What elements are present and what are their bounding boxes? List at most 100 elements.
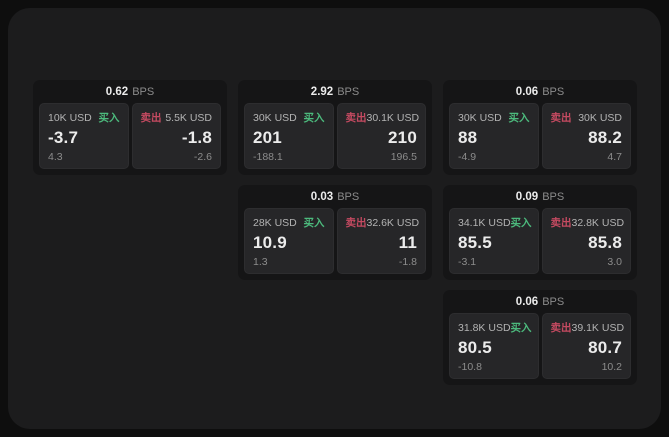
sell-amount: 39.1K USD [571, 321, 625, 334]
sell-tile-header: 卖出 30K USD [551, 110, 623, 125]
bps-unit-label: BPS [542, 86, 565, 98]
buy-sub-value: -4.9 [458, 150, 477, 163]
sell-amount: 30K USD [578, 111, 622, 124]
sell-sub-value: 196.5 [390, 150, 417, 163]
buy-sell-panels: 28K USD 买入 10.9 1.3 卖出 32.6K USD 11 -1.8 [238, 208, 432, 280]
cards-grid: 0.62 BPS 10K USD 买入 -3.7 4.3 卖出 5.5K USD… [33, 80, 637, 385]
buy-sell-panels: 34.1K USD 买入 85.5 -3.1 卖出 32.8K USD 85.8… [443, 208, 637, 280]
quote-card: 2.92 BPS 30K USD 买入 201 -188.1 卖出 30.1K … [238, 80, 432, 175]
sell-tile[interactable]: 卖出 39.1K USD 80.7 10.2 [541, 313, 631, 379]
card-header: 0.62 BPS [33, 80, 227, 103]
buy-price: 85.5 [458, 233, 492, 253]
buy-tile-header: 10K USD 买入 [48, 110, 120, 125]
sell-tile-header: 卖出 32.6K USD [345, 215, 420, 230]
sell-tile-header: 卖出 30.1K USD [346, 110, 420, 125]
sell-label: 卖出 [550, 217, 572, 229]
quote-card: 0.09 BPS 34.1K USD 买入 85.5 -3.1 卖出 32.8K… [443, 185, 637, 280]
buy-sub-value: 1.3 [253, 255, 268, 268]
sell-price: 80.7 [588, 338, 622, 358]
sell-tile[interactable]: 卖出 32.6K USD 11 -1.8 [336, 208, 426, 274]
sell-sub-value: 10.2 [601, 360, 622, 373]
bps-value: 0.06 [515, 296, 539, 308]
bps-value: 0.06 [515, 86, 539, 98]
buy-price: 80.5 [458, 338, 492, 358]
sell-price: 210 [388, 128, 417, 148]
quote-card: 0.06 BPS 30K USD 买入 88 -4.9 卖出 30K USD 8… [443, 80, 637, 175]
buy-amount: 34.1K USD [458, 216, 511, 229]
sell-sub-value: -2.6 [193, 150, 212, 163]
sell-price: 85.8 [588, 233, 622, 253]
buy-sell-panels: 30K USD 买入 88 -4.9 卖出 30K USD 88.2 4.7 [443, 103, 637, 175]
sell-price: 88.2 [588, 128, 622, 148]
buy-amount: 31.8K USD [458, 321, 511, 334]
sell-sub-value: 3.0 [607, 255, 622, 268]
buy-price: 88 [458, 128, 478, 148]
bps-unit-label: BPS [542, 191, 565, 203]
card-header: 0.03 BPS [238, 185, 432, 208]
sell-tile-header: 卖出 39.1K USD [550, 320, 625, 335]
buy-price: 201 [253, 128, 282, 148]
sell-price: -1.8 [181, 128, 212, 148]
buy-tile[interactable]: 30K USD 买入 88 -4.9 [449, 103, 539, 169]
buy-tile[interactable]: 10K USD 买入 -3.7 4.3 [39, 103, 129, 169]
sell-amount: 32.8K USD [571, 216, 625, 229]
sell-label: 卖出 [550, 112, 572, 124]
buy-amount: 10K USD [48, 111, 92, 124]
buy-amount: 30K USD [253, 111, 297, 124]
trading-panel: 0.62 BPS 10K USD 买入 -3.7 4.3 卖出 5.5K USD… [8, 8, 661, 429]
sell-label: 卖出 [345, 217, 367, 229]
buy-label: 买入 [303, 112, 325, 124]
buy-label: 买入 [510, 322, 532, 334]
sell-tile[interactable]: 卖出 30K USD 88.2 4.7 [541, 103, 631, 169]
sell-tile[interactable]: 卖出 5.5K USD -1.8 -2.6 [131, 103, 221, 169]
buy-label: 买入 [510, 217, 532, 229]
buy-sell-panels: 30K USD 买入 201 -188.1 卖出 30.1K USD 210 1… [238, 103, 432, 175]
buy-sell-panels: 31.8K USD 买入 80.5 -10.8 卖出 39.1K USD 80.… [443, 313, 637, 385]
bps-value: 2.92 [310, 86, 334, 98]
buy-price: -3.7 [48, 128, 79, 148]
sell-sub-value: 4.7 [607, 150, 622, 163]
quote-card: 0.06 BPS 31.8K USD 买入 80.5 -10.8 卖出 39.1… [443, 290, 637, 385]
buy-tile[interactable]: 30K USD 买入 201 -188.1 [244, 103, 334, 169]
buy-tile[interactable]: 34.1K USD 买入 85.5 -3.1 [449, 208, 539, 274]
buy-sub-value: 4.3 [48, 150, 63, 163]
sell-amount: 5.5K USD [165, 111, 212, 124]
bps-unit-label: BPS [542, 296, 565, 308]
buy-sub-value: -188.1 [253, 150, 283, 163]
sell-amount: 30.1K USD [366, 111, 420, 124]
bps-value: 0.62 [105, 86, 129, 98]
sell-tile-header: 卖出 5.5K USD [141, 110, 213, 125]
quote-card: 0.03 BPS 28K USD 买入 10.9 1.3 卖出 32.6K US… [238, 185, 432, 280]
bps-value: 0.03 [310, 191, 334, 203]
bps-unit-label: BPS [337, 191, 360, 203]
buy-amount: 30K USD [458, 111, 502, 124]
card-header: 0.09 BPS [443, 185, 637, 208]
sell-amount: 32.6K USD [366, 216, 420, 229]
sell-label: 卖出 [140, 112, 162, 124]
sell-tile[interactable]: 卖出 30.1K USD 210 196.5 [336, 103, 426, 169]
card-header: 0.06 BPS [443, 80, 637, 103]
buy-sell-panels: 10K USD 买入 -3.7 4.3 卖出 5.5K USD -1.8 -2.… [33, 103, 227, 175]
buy-sub-value: -10.8 [458, 360, 482, 373]
card-header: 2.92 BPS [238, 80, 432, 103]
sell-price: 11 [398, 233, 417, 253]
sell-label: 卖出 [550, 322, 572, 334]
quote-card: 0.62 BPS 10K USD 买入 -3.7 4.3 卖出 5.5K USD… [33, 80, 227, 175]
bps-unit-label: BPS [337, 86, 360, 98]
buy-tile-header: 31.8K USD 买入 [458, 320, 532, 335]
bps-unit-label: BPS [132, 86, 155, 98]
buy-label: 买入 [98, 112, 120, 124]
buy-label: 买入 [508, 112, 530, 124]
buy-sub-value: -3.1 [458, 255, 477, 268]
buy-price: 10.9 [253, 233, 287, 253]
sell-tile-header: 卖出 32.8K USD [550, 215, 625, 230]
sell-tile[interactable]: 卖出 32.8K USD 85.8 3.0 [541, 208, 631, 274]
buy-tile[interactable]: 31.8K USD 买入 80.5 -10.8 [449, 313, 539, 379]
sell-sub-value: -1.8 [398, 255, 417, 268]
buy-label: 买入 [303, 217, 325, 229]
buy-amount: 28K USD [253, 216, 297, 229]
buy-tile[interactable]: 28K USD 买入 10.9 1.3 [244, 208, 334, 274]
buy-tile-header: 30K USD 买入 [458, 110, 530, 125]
card-header: 0.06 BPS [443, 290, 637, 313]
buy-tile-header: 34.1K USD 买入 [458, 215, 532, 230]
